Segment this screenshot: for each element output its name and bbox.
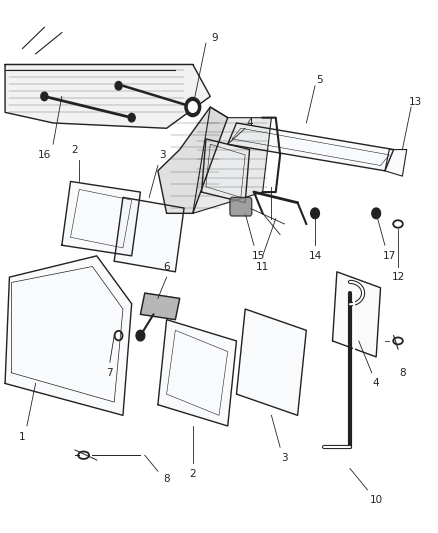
Circle shape	[136, 330, 145, 341]
Text: 1: 1	[19, 432, 26, 442]
Polygon shape	[114, 197, 184, 272]
Text: 2: 2	[190, 469, 196, 479]
Text: 4: 4	[373, 378, 379, 389]
Polygon shape	[237, 309, 306, 415]
Text: 7: 7	[106, 368, 113, 378]
Text: 3: 3	[159, 150, 166, 160]
Polygon shape	[158, 107, 228, 213]
Circle shape	[115, 82, 122, 90]
Text: 6: 6	[163, 262, 170, 271]
Text: 5: 5	[316, 76, 323, 85]
Polygon shape	[228, 123, 394, 171]
Text: 4: 4	[246, 118, 253, 128]
Polygon shape	[158, 320, 237, 426]
Text: 2: 2	[71, 144, 78, 155]
Polygon shape	[193, 107, 272, 213]
Text: 3: 3	[281, 453, 288, 463]
Text: 11: 11	[256, 262, 269, 271]
Circle shape	[185, 98, 201, 117]
Text: 17: 17	[383, 251, 396, 261]
Circle shape	[188, 102, 197, 112]
Text: 9: 9	[211, 33, 218, 43]
Text: 12: 12	[392, 272, 405, 282]
Text: 13: 13	[409, 96, 422, 107]
Polygon shape	[385, 150, 407, 176]
Text: 10: 10	[370, 495, 383, 505]
Text: 8: 8	[399, 368, 406, 378]
Circle shape	[372, 208, 381, 219]
Polygon shape	[5, 64, 210, 128]
Circle shape	[128, 114, 135, 122]
Text: 15: 15	[252, 251, 265, 261]
Polygon shape	[5, 256, 132, 415]
Polygon shape	[201, 139, 250, 203]
Circle shape	[311, 208, 319, 219]
Polygon shape	[332, 272, 381, 357]
Polygon shape	[62, 181, 141, 256]
Polygon shape	[141, 293, 180, 320]
Text: 16: 16	[38, 150, 51, 160]
FancyBboxPatch shape	[230, 197, 252, 216]
Circle shape	[41, 92, 48, 101]
Text: 8: 8	[163, 474, 170, 484]
Text: 14: 14	[308, 251, 321, 261]
